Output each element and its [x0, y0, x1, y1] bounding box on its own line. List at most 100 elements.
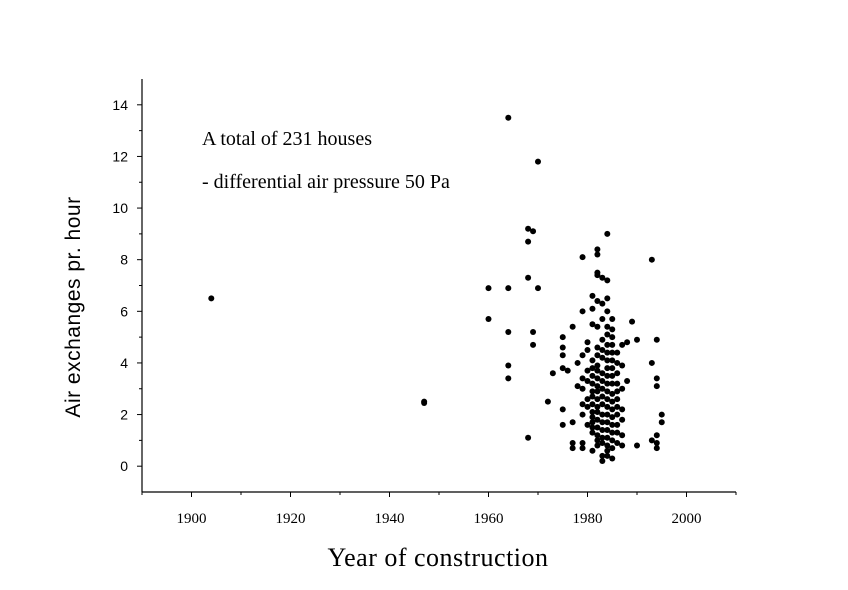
data-point	[589, 419, 596, 426]
data-point	[599, 316, 606, 323]
data-point	[599, 378, 606, 385]
data-point	[653, 375, 660, 382]
annotation-total-houses: A total of 231 houses	[202, 128, 372, 150]
data-point	[579, 352, 586, 359]
data-point	[594, 432, 601, 439]
data-point	[619, 385, 626, 392]
data-point	[594, 246, 601, 253]
data-point	[624, 339, 631, 346]
data-point	[579, 254, 586, 261]
data-point	[579, 401, 586, 408]
data-point	[559, 406, 566, 413]
data-point	[559, 421, 566, 428]
data-point	[505, 114, 512, 121]
data-point	[599, 347, 606, 354]
data-point	[589, 408, 596, 415]
data-point	[564, 367, 571, 374]
data-point	[604, 396, 611, 403]
data-point	[589, 447, 596, 454]
data-point	[584, 339, 591, 346]
data-point	[594, 375, 601, 382]
data-point	[584, 403, 591, 410]
y-tick-label: 8	[120, 252, 128, 268]
data-point	[599, 419, 606, 426]
data-point	[594, 442, 601, 449]
y-tick-label: 2	[120, 407, 128, 423]
data-point	[609, 372, 616, 379]
data-point	[609, 406, 616, 413]
data-point	[609, 357, 616, 364]
data-point	[614, 396, 621, 403]
x-tick-label: 1960	[474, 511, 504, 527]
data-point	[589, 357, 596, 364]
data-point	[614, 380, 621, 387]
data-point	[619, 432, 626, 439]
data-point	[648, 437, 655, 444]
data-point	[614, 388, 621, 395]
data-point	[594, 323, 601, 330]
data-point	[594, 367, 601, 374]
data-point	[614, 439, 621, 446]
data-point	[559, 344, 566, 351]
data-point	[594, 424, 601, 431]
data-point	[614, 411, 621, 418]
data-point	[619, 362, 626, 369]
data-point	[584, 347, 591, 354]
data-point	[574, 359, 581, 366]
data-point	[594, 352, 601, 359]
data-point	[619, 341, 626, 348]
data-point	[599, 274, 606, 281]
data-point	[549, 370, 556, 377]
data-point	[589, 388, 596, 395]
data-point	[609, 414, 616, 421]
data-point	[589, 380, 596, 387]
data-point	[594, 297, 601, 304]
data-point	[599, 300, 606, 307]
data-point	[589, 372, 596, 379]
y-tick-label: 14	[112, 97, 128, 113]
x-tick-label: 1980	[573, 511, 603, 527]
data-point	[614, 403, 621, 410]
data-point	[594, 344, 601, 351]
x-tick-label: 1900	[177, 511, 207, 527]
data-point	[609, 316, 616, 323]
data-point	[604, 419, 611, 426]
data-point	[634, 336, 640, 343]
data-point	[594, 396, 601, 403]
data-point	[604, 277, 611, 284]
data-point	[658, 419, 665, 426]
data-point	[530, 228, 537, 235]
data-point	[599, 370, 606, 377]
data-point	[530, 341, 537, 348]
data-point	[614, 349, 621, 356]
x-axis-label: Year of construction	[327, 543, 548, 572]
data-point	[599, 458, 606, 465]
data-point	[609, 334, 616, 341]
data-point	[589, 305, 596, 312]
data-point	[604, 365, 611, 372]
data-point	[629, 318, 636, 325]
data-point	[609, 341, 616, 348]
data-point	[604, 341, 611, 348]
data-point	[619, 416, 626, 423]
data-point	[614, 359, 621, 366]
data-point	[599, 427, 606, 434]
x-tick-label: 2000	[672, 511, 702, 527]
data-point	[505, 285, 512, 292]
y-tick-label: 6	[120, 303, 128, 319]
data-point	[589, 292, 596, 299]
data-point	[525, 238, 532, 245]
data-point	[604, 357, 611, 364]
data-point	[584, 421, 591, 428]
data-point	[584, 396, 591, 403]
data-point	[609, 380, 616, 387]
data-point	[544, 398, 551, 405]
data-point	[589, 401, 596, 408]
data-point	[604, 411, 611, 418]
data-point	[594, 383, 601, 390]
data-point	[599, 434, 606, 441]
data-point	[594, 437, 601, 444]
data-point	[604, 349, 611, 356]
data-point	[569, 445, 576, 452]
data-point	[599, 336, 606, 343]
